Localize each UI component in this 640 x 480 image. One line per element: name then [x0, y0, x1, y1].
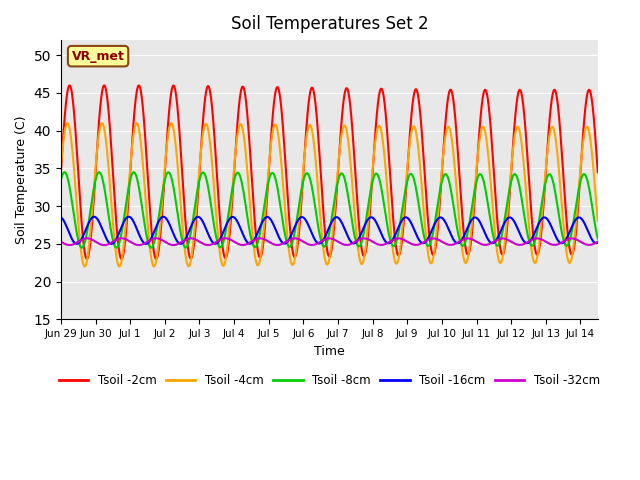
Tsoil -8cm	[78, 245, 86, 251]
Tsoil -32cm	[57, 239, 65, 244]
Tsoil -4cm	[98, 120, 106, 126]
Tsoil -2cm	[118, 255, 126, 261]
Y-axis label: Soil Temperature (C): Soil Temperature (C)	[15, 116, 28, 244]
Tsoil -8cm	[57, 177, 65, 183]
Tsoil -2cm	[263, 193, 271, 199]
Tsoil -8cm	[526, 240, 534, 245]
Tsoil -4cm	[287, 257, 294, 263]
Tsoil -16cm	[125, 214, 132, 220]
Tsoil -4cm	[584, 124, 591, 130]
Tsoil -8cm	[130, 169, 138, 175]
Title: Soil Temperatures Set 2: Soil Temperatures Set 2	[230, 15, 428, 33]
Tsoil -32cm	[526, 238, 534, 244]
Tsoil -16cm	[57, 215, 65, 220]
Line: Tsoil -8cm: Tsoil -8cm	[61, 172, 598, 248]
Tsoil -4cm	[118, 253, 126, 259]
Tsoil -16cm	[287, 234, 294, 240]
Tsoil -16cm	[526, 239, 534, 245]
Tsoil -32cm	[152, 235, 160, 241]
Tsoil -8cm	[150, 239, 158, 244]
Tsoil -32cm	[584, 242, 591, 248]
Tsoil -4cm	[150, 264, 158, 269]
Line: Tsoil -2cm: Tsoil -2cm	[61, 85, 598, 259]
Tsoil -8cm	[118, 226, 126, 231]
Tsoil -8cm	[263, 185, 271, 191]
Tsoil -16cm	[263, 214, 271, 220]
Tsoil -32cm	[594, 239, 602, 244]
Tsoil -2cm	[150, 251, 158, 256]
Tsoil -32cm	[263, 238, 271, 243]
Tsoil -2cm	[152, 256, 160, 262]
X-axis label: Time: Time	[314, 345, 345, 358]
Tsoil -32cm	[100, 242, 108, 248]
Tsoil -8cm	[594, 236, 602, 241]
Legend: Tsoil -2cm, Tsoil -4cm, Tsoil -8cm, Tsoil -16cm, Tsoil -32cm: Tsoil -2cm, Tsoil -4cm, Tsoil -8cm, Tsoi…	[54, 369, 605, 392]
Tsoil -8cm	[584, 178, 591, 184]
Tsoil -4cm	[594, 218, 602, 224]
Line: Tsoil -4cm: Tsoil -4cm	[61, 123, 598, 266]
Tsoil -4cm	[150, 264, 158, 269]
Line: Tsoil -16cm: Tsoil -16cm	[61, 217, 598, 244]
Tsoil -16cm	[108, 241, 115, 247]
Tsoil -16cm	[150, 228, 158, 234]
Text: VR_met: VR_met	[72, 49, 125, 63]
Tsoil -2cm	[594, 169, 602, 175]
Tsoil -8cm	[287, 244, 294, 250]
Tsoil -16cm	[594, 240, 602, 246]
Tsoil -2cm	[584, 90, 591, 96]
Tsoil -2cm	[100, 83, 108, 88]
Tsoil -4cm	[263, 185, 271, 191]
Line: Tsoil -32cm: Tsoil -32cm	[61, 238, 598, 245]
Tsoil -16cm	[584, 227, 591, 233]
Tsoil -4cm	[526, 231, 534, 237]
Tsoil -32cm	[150, 236, 158, 241]
Tsoil -32cm	[287, 237, 294, 242]
Tsoil -32cm	[118, 235, 126, 241]
Tsoil -2cm	[526, 188, 534, 193]
Tsoil -2cm	[287, 230, 294, 236]
Tsoil -16cm	[118, 222, 126, 228]
Tsoil -2cm	[57, 169, 65, 175]
Tsoil -4cm	[57, 165, 65, 170]
